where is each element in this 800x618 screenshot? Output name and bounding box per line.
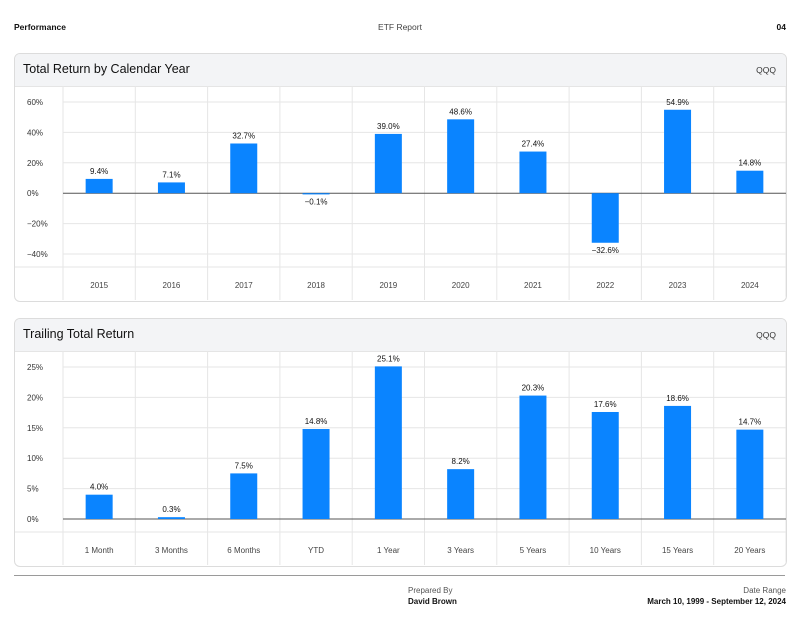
y-tick-label: 20% <box>27 393 43 402</box>
y-tick-label: 15% <box>27 424 43 433</box>
footer-divider <box>14 575 785 576</box>
x-tick-label: 5 Years <box>520 546 547 555</box>
bar-value-label: 32.7% <box>232 131 255 140</box>
bar <box>374 366 402 519</box>
ticker-label: QQQ <box>756 330 776 340</box>
bar <box>302 193 330 195</box>
prepared-by-label: Prepared By <box>408 586 453 595</box>
bar-value-label: 7.5% <box>235 461 253 470</box>
prepared-by: Prepared By David Brown <box>408 586 457 607</box>
x-tick-label: 2023 <box>669 281 687 290</box>
bar <box>302 429 330 519</box>
y-tick-label: 20% <box>27 159 43 168</box>
bar-value-label: 27.4% <box>522 140 545 149</box>
x-tick-label: 2015 <box>90 281 108 290</box>
bar-value-label: 8.2% <box>452 457 470 466</box>
x-tick-label: 15 Years <box>662 546 693 555</box>
page-number: 04 <box>776 22 786 32</box>
x-tick-label: 1 Month <box>85 546 114 555</box>
section-label: Performance <box>14 22 66 32</box>
ticker-label: QQQ <box>756 65 776 75</box>
date-range: Date Range March 10, 1999 - September 12… <box>647 586 786 607</box>
bar-value-label: −32.6% <box>592 246 619 255</box>
y-tick-label: −40% <box>27 250 48 259</box>
bar-value-label: 18.6% <box>666 394 689 403</box>
date-range-label: Date Range <box>743 586 786 595</box>
x-tick-label: 2020 <box>452 281 470 290</box>
x-tick-label: 2018 <box>307 281 325 290</box>
bar <box>519 395 547 519</box>
report-title: ETF Report <box>378 22 422 32</box>
bar <box>519 151 547 194</box>
chart-title: Trailing Total Return <box>23 327 135 341</box>
y-tick-label: 0% <box>27 189 39 198</box>
bar <box>230 473 258 519</box>
bar-value-label: 54.9% <box>666 98 689 107</box>
y-tick-label: 0% <box>27 515 39 524</box>
bar-value-label: 7.1% <box>162 170 180 179</box>
x-tick-label: 2016 <box>163 281 181 290</box>
bar <box>374 133 402 194</box>
calendar-year-chart-panel: Total Return by Calendar Year QQQ 60% 40%… <box>14 53 787 302</box>
bar <box>157 182 185 194</box>
prepared-by-name: David Brown <box>408 596 457 606</box>
y-tick-label: 40% <box>27 128 43 137</box>
bar <box>447 469 475 519</box>
bar-value-label: 0.3% <box>162 505 180 514</box>
x-tick-label: 2019 <box>379 281 397 290</box>
bar-value-label: 17.6% <box>594 400 617 409</box>
bar <box>85 178 113 194</box>
bar-value-label: 14.7% <box>739 418 762 427</box>
bar <box>591 193 619 243</box>
bar <box>664 405 692 519</box>
y-tick-label: 5% <box>27 485 39 494</box>
bar <box>736 170 764 194</box>
trailing-return-chart-panel: Trailing Total Return QQQ 25% 20% 15% 10% 5%… <box>14 318 787 567</box>
x-tick-label: YTD <box>308 546 324 555</box>
x-tick-label: 10 Years <box>590 546 621 555</box>
chart-header: Total Return by Calendar Year QQQ <box>15 54 786 87</box>
x-tick-label: 2021 <box>524 281 542 290</box>
x-tick-label: 3 Months <box>155 546 188 555</box>
bar <box>85 494 113 519</box>
calendar-year-bar-chart: 60% 40% 20% 0% −20% −40% 9.4% 2015 7.1% 2016 32.7%… <box>15 86 786 300</box>
bar-value-label: 14.8% <box>739 159 762 168</box>
x-tick-label: 1 Year <box>377 546 400 555</box>
bar-value-label: 20.3% <box>522 384 545 393</box>
bar-value-label: 48.6% <box>449 107 472 116</box>
y-tick-label: 10% <box>27 454 43 463</box>
y-tick-label: 60% <box>27 98 43 107</box>
x-tick-label: 2022 <box>596 281 614 290</box>
x-tick-label: 20 Years <box>734 546 765 555</box>
bar-value-label: −0.1% <box>305 197 328 206</box>
bar-value-label: 9.4% <box>90 167 108 176</box>
bar-value-label: 39.0% <box>377 122 400 131</box>
y-tick-label: −20% <box>27 220 48 229</box>
date-range-value: March 10, 1999 - September 12, 2024 <box>647 596 786 606</box>
bar <box>664 109 692 194</box>
x-tick-label: 6 Months <box>227 546 260 555</box>
chart-header: Trailing Total Return QQQ <box>15 319 786 352</box>
x-tick-label: 3 Years <box>447 546 474 555</box>
bar <box>157 517 185 519</box>
x-tick-label: 2024 <box>741 281 759 290</box>
bar-value-label: 4.0% <box>90 483 108 492</box>
bar <box>736 429 764 519</box>
x-tick-label: 2017 <box>235 281 253 290</box>
bar-value-label: 14.8% <box>305 417 328 426</box>
report-header: Performance ETF Report 04 <box>14 22 786 36</box>
y-tick-label: 25% <box>27 363 43 372</box>
bar-value-label: 25.1% <box>377 354 400 363</box>
trailing-return-bar-chart: 25% 20% 15% 10% 5% 0% 4.0% 1 Month 0.3% 3 Months 7… <box>15 351 786 565</box>
bar <box>591 411 619 519</box>
bar <box>447 119 475 194</box>
bar <box>230 143 258 194</box>
chart-title: Total Return by Calendar Year <box>23 62 190 76</box>
